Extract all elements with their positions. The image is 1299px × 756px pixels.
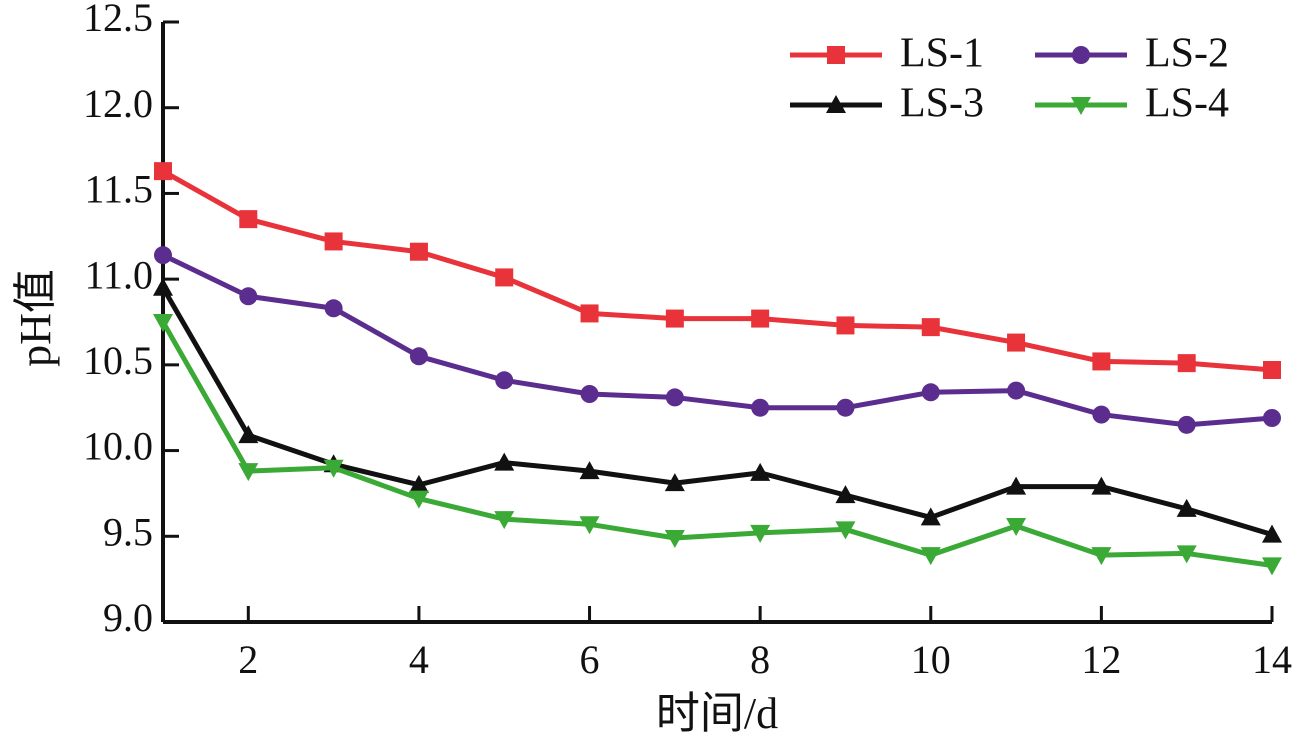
series-line (161, 252, 1273, 428)
y-tick-label: 11.5 (84, 167, 153, 212)
data-point (154, 246, 172, 265)
data-point (153, 314, 173, 332)
x-tick-label: 8 (750, 637, 770, 682)
data-point (324, 299, 343, 318)
data-point (1092, 352, 1111, 371)
data-point (750, 524, 771, 543)
data-point (665, 388, 684, 407)
data-point (664, 530, 685, 548)
data-point (1177, 354, 1196, 373)
series-line (160, 320, 1273, 568)
legend-marker (1071, 97, 1091, 115)
data-point (920, 507, 941, 526)
y-tick-label: 12.0 (83, 81, 153, 126)
data-point (153, 277, 173, 296)
data-point (408, 490, 429, 509)
y-tick-label: 9.0 (103, 595, 153, 640)
legend-label: LS-3 (900, 81, 984, 127)
data-point (580, 304, 599, 323)
data-point (835, 521, 856, 540)
data-point (751, 398, 770, 417)
x-tick-label: 10 (911, 637, 951, 682)
y-tick-label: 12.5 (83, 0, 153, 40)
legend-label: LS-4 (1145, 81, 1229, 127)
legend-label: LS-1 (900, 31, 984, 77)
data-point (408, 474, 429, 493)
data-point (921, 318, 940, 337)
data-point (579, 461, 600, 480)
x-tick-label: 6 (580, 637, 600, 682)
series-line (160, 286, 1273, 537)
data-point (1262, 524, 1282, 543)
data-point (836, 316, 855, 335)
data-point (1006, 518, 1027, 536)
data-point (324, 232, 343, 251)
data-point (580, 385, 599, 403)
data-point (494, 452, 515, 471)
data-point (579, 516, 600, 535)
data-point (1263, 361, 1281, 379)
data-point (154, 162, 172, 181)
x-axis-title: 时间/d (656, 689, 778, 738)
data-point (1263, 409, 1281, 427)
data-point (409, 242, 428, 261)
x-tick-label: 12 (1081, 637, 1121, 682)
data-point (1091, 476, 1112, 495)
data-point (495, 268, 514, 287)
data-point (239, 287, 258, 306)
series-line (161, 168, 1273, 373)
data-point (665, 309, 684, 328)
y-axis-title: pH值 (11, 269, 60, 367)
data-point (409, 347, 428, 366)
x-tick-label: 2 (238, 637, 258, 682)
data-point (1177, 415, 1196, 434)
data-point (750, 462, 771, 481)
x-tick-label: 4 (409, 637, 429, 682)
data-point (494, 511, 515, 530)
x-tick-label: 14 (1252, 637, 1292, 682)
data-point (1092, 405, 1111, 424)
data-point (239, 210, 258, 229)
data-point (664, 473, 685, 492)
y-tick-label: 10.5 (83, 338, 153, 383)
data-point (1176, 498, 1197, 517)
legend-label: LS-2 (1145, 31, 1229, 77)
legend-marker (827, 46, 845, 64)
data-point (1007, 333, 1026, 352)
data-point (836, 398, 855, 417)
data-point (238, 463, 259, 482)
data-point (323, 459, 344, 478)
legend-marker (826, 95, 846, 113)
data-point (1262, 557, 1282, 576)
data-point (1091, 547, 1112, 566)
data-point (1176, 545, 1197, 564)
legend-marker (1072, 46, 1090, 64)
data-point (238, 425, 259, 444)
data-point (1006, 476, 1027, 495)
data-point (835, 485, 856, 504)
data-point (495, 371, 514, 390)
data-point (1007, 381, 1026, 400)
data-point (920, 547, 941, 566)
y-tick-label: 11.0 (84, 252, 153, 297)
y-tick-label: 9.5 (103, 509, 153, 554)
data-point (751, 309, 770, 328)
y-tick-label: 10.0 (83, 424, 153, 469)
data-point (921, 383, 940, 402)
